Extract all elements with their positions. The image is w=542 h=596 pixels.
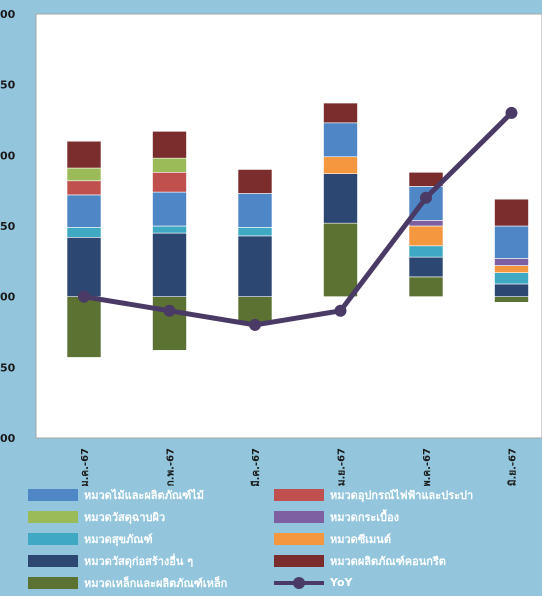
y-tick-label: 50 [0, 220, 16, 233]
bar-segment [408, 225, 444, 247]
legend-swatch [28, 576, 78, 589]
bar-segment [323, 122, 358, 158]
bar-segment [152, 296, 187, 351]
legend-swatch [28, 554, 78, 567]
x-tick-label: พ.ค.-67 [422, 448, 433, 486]
bar-segment [323, 102, 358, 124]
bar-segment [408, 276, 444, 297]
yoy-point [78, 290, 90, 303]
legend-swatch [28, 532, 78, 545]
bar-segment [494, 265, 529, 273]
yoy-point [334, 304, 347, 317]
yoy-point [505, 106, 518, 119]
bar-segment [66, 180, 102, 196]
bar-segment [237, 235, 273, 297]
legend-label: หมวดสุขภัณฑ์ [84, 532, 153, 546]
x-tick-label: มิ.ย.-67 [507, 448, 519, 486]
y-tick-label: 50 [0, 79, 16, 92]
bar-segment [66, 194, 102, 228]
legend-item: หมวดสุขภัณฑ์ [28, 530, 274, 547]
legend-item: หมวดซีเมนต์ [274, 530, 520, 547]
y-tick-label: 50 [0, 361, 16, 374]
bar-segment [66, 140, 102, 169]
legend-label: หมวดอุปกรณ์ไฟฟ้าและประปา [330, 488, 474, 502]
y-tick-label: 00 [0, 8, 16, 21]
legend-label: หมวดวัสดุก่อสร้างอื่น ๆ [84, 554, 194, 568]
legend-item: หมวดกระเบื้อง [274, 508, 520, 525]
legend-swatch [274, 554, 324, 567]
bar-segment [66, 296, 102, 358]
legend-item: หมวดวัสดุฉาบผิว [28, 508, 274, 525]
chart-svg: 00 50 00 50 00 50 00 ม.ค.-67 ก.พ.-67 มี.ค.-67 เม.… [0, 8, 542, 490]
legend-label: หมวดไม้และผลิตภัณฑ์ไม้ [84, 488, 205, 502]
bar-segment [408, 256, 444, 278]
legend-item: YoY [274, 574, 520, 591]
bar-segment [494, 296, 529, 303]
legend-label: หมวดผลิตภัณฑ์คอนกรีต [330, 554, 446, 568]
bar-segment [408, 220, 444, 227]
bar-segment [494, 283, 529, 297]
legend-label: หมวดกระเบื้อง [330, 510, 400, 524]
bar-segment [323, 222, 358, 297]
legend-item: หมวดอุปกรณ์ไฟฟ้าและประปา [274, 486, 520, 503]
legend-label: หมวดซีเมนต์ [330, 532, 391, 546]
yoy-point [420, 191, 432, 204]
bar-segment [152, 232, 187, 297]
legend: หมวดไม้และผลิตภัณฑ์ไม้ หมวดอุปกรณ์ไฟฟ้าแล… [28, 486, 528, 591]
yoy-line [83, 111, 514, 328]
bar-segment [494, 225, 529, 259]
legend-label: YoY [330, 576, 353, 589]
legend-label: หมวดวัสดุฉาบผิว [84, 510, 166, 524]
x-tick-label: ม.ค.-67 [80, 448, 91, 486]
bar-segment [66, 227, 102, 238]
legend-label: หมวดเหล็กและผลิตภัณฑ์เหล็ก [84, 576, 228, 590]
bar-segment [66, 167, 102, 182]
yoy-point [249, 318, 261, 331]
legend-item: หมวดเหล็กและผลิตภัณฑ์เหล็ก [28, 574, 274, 591]
bar-segment [494, 198, 529, 227]
legend-item: หมวดวัสดุก่อสร้างอื่น ๆ [28, 552, 274, 569]
bar-segment [152, 131, 187, 159]
y-tick-label: 00 [0, 291, 16, 304]
legend-swatch [274, 576, 324, 589]
legend-swatch [274, 510, 324, 523]
bar-segment [494, 272, 529, 285]
bar-segment [237, 227, 273, 237]
bar-segment [152, 225, 187, 234]
bar-segment [66, 237, 102, 297]
plot-area [35, 13, 542, 439]
bar-segment [152, 157, 187, 173]
legend-swatch [28, 510, 78, 523]
x-tick-label: มี.ค.-67 [250, 448, 262, 486]
x-tick-label: ก.พ.-67 [166, 448, 177, 486]
legend-swatch [28, 488, 78, 501]
bar-segment [494, 258, 529, 266]
bar-segment [152, 171, 187, 193]
bar-segment [237, 193, 273, 228]
bar-segment [237, 169, 273, 194]
legend-item: หมวดไม้และผลิตภัณฑ์ไม้ [28, 486, 274, 503]
yoy-point [163, 304, 176, 317]
bar-segment [152, 191, 187, 227]
legend-swatch [274, 488, 324, 501]
bar-segment [408, 245, 444, 258]
y-tick-label: 00 [0, 149, 16, 162]
legend-swatch [274, 532, 324, 545]
legend-item: หมวดผลิตภัณฑ์คอนกรีต [274, 552, 520, 569]
bar-segment [323, 156, 358, 175]
y-tick-label: 00 [0, 432, 16, 445]
bar-segment [323, 173, 358, 224]
x-tick-label: เม.ย.-67 [337, 448, 348, 486]
